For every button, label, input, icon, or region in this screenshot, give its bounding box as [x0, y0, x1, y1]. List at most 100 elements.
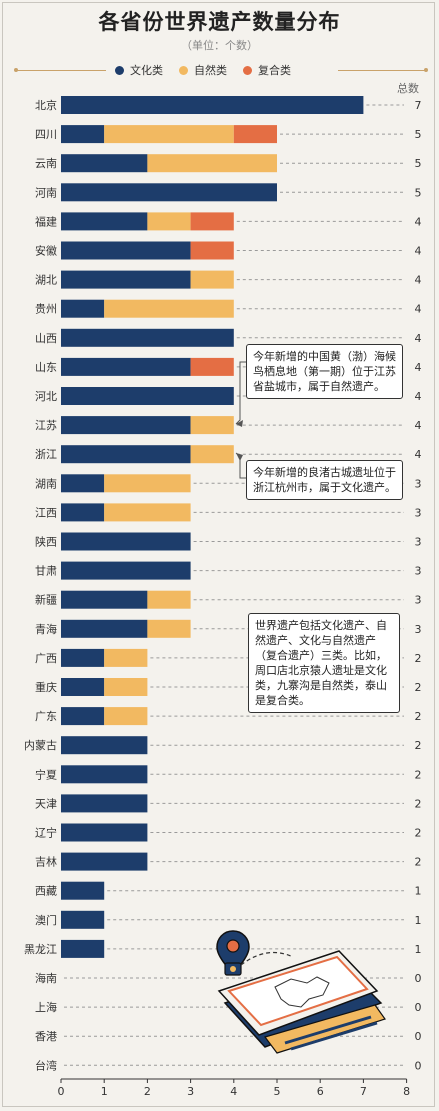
bar-cultural-henan — [61, 183, 277, 202]
bar-mixed-fujian — [190, 212, 234, 231]
bar-natural-xinjiang — [147, 590, 191, 609]
x-tick-label-2: 2 — [144, 1085, 151, 1098]
chart-title: 各省份世界遗产数量分布 — [98, 10, 341, 34]
bar-cultural-hebei — [61, 387, 234, 405]
legend-swatch-mixed — [243, 65, 252, 75]
category-label-yunnan: 云南 — [35, 157, 57, 170]
category-label-neimenggu: 内蒙古 — [24, 738, 57, 752]
category-label-chongqing: 重庆 — [35, 680, 57, 694]
connector-arrow-yellow-sea — [236, 420, 243, 427]
bar-cultural-jilin — [61, 852, 148, 871]
chart-subtitle: （单位：个数） — [181, 39, 258, 52]
total-value-zhejiang: 4 — [415, 448, 422, 461]
bar-mixed-sichuan — [233, 125, 277, 144]
bar-cultural-jiangxi — [61, 503, 105, 522]
category-label-xinjiang: 新疆 — [35, 593, 57, 607]
bar-cultural-shaanxi — [61, 532, 191, 551]
total-value-beijing: 7 — [415, 99, 422, 112]
total-value-hainan: 0 — [415, 972, 422, 985]
total-value-qinghai: 3 — [415, 623, 422, 636]
legend-rule-dot-right — [424, 68, 428, 72]
x-tick-label-5: 5 — [274, 1085, 281, 1098]
x-tick-label-3: 3 — [187, 1085, 194, 1098]
x-tick-label-7: 7 — [360, 1085, 367, 1098]
bar-cultural-sichuan — [61, 125, 105, 144]
bar-natural-guangdong — [104, 707, 148, 726]
bar-cultural-hubei — [61, 270, 191, 289]
total-value-ningxia: 2 — [415, 768, 422, 781]
category-label-guangdong: 广东 — [35, 710, 57, 723]
category-label-zhejiang: 浙江 — [35, 448, 57, 461]
total-value-hebei: 4 — [415, 390, 422, 403]
bar-cultural-fujian — [61, 212, 148, 231]
total-column-label: 总数 — [397, 82, 419, 95]
bar-natural-zhejiang — [190, 445, 234, 464]
total-value-gansu: 3 — [415, 565, 422, 578]
legend-label-mixed: 复合类 — [258, 64, 291, 77]
category-label-tianjin: 天津 — [35, 797, 57, 810]
bar-natural-yunnan — [147, 154, 277, 173]
bar-natural-jiangsu — [190, 416, 234, 435]
legend-rule-left — [16, 70, 106, 71]
bar-cultural-gansu — [61, 561, 191, 580]
category-label-guizhou: 贵州 — [35, 303, 57, 316]
legend-item-cultural: 文化类 — [115, 62, 163, 78]
legend-row: 文化类 自然类 复合类 — [0, 60, 439, 82]
bar-cultural-shanxi — [61, 328, 234, 347]
category-label-jiangsu: 江苏 — [35, 419, 57, 432]
x-tick-label-6: 6 — [317, 1085, 324, 1098]
total-value-jiangsu: 4 — [415, 419, 422, 432]
total-value-hubei: 4 — [415, 274, 422, 287]
bar-cultural-jiangsu — [61, 416, 191, 435]
bar-cultural-neimenggu — [61, 736, 148, 755]
bar-natural-jiangxi — [104, 503, 191, 522]
total-value-anhui: 4 — [415, 245, 422, 258]
connector-yellow-sea — [235, 361, 246, 425]
category-label-sichuan: 四川 — [35, 128, 57, 141]
category-label-jiangxi: 江西 — [35, 506, 57, 519]
bar-cultural-hunan — [61, 474, 105, 493]
category-label-hebei: 河北 — [35, 390, 57, 403]
category-label-shaanxi: 陕西 — [35, 535, 57, 549]
category-label-heilongjiang: 黑龙江 — [24, 943, 57, 956]
legend-item-natural: 自然类 — [179, 62, 227, 78]
bar-cultural-liaoning — [61, 823, 148, 842]
total-value-chongqing: 2 — [415, 681, 422, 694]
total-value-hongkong: 0 — [415, 1030, 422, 1043]
bar-cultural-tianjin — [61, 794, 148, 813]
legend-swatch-natural — [179, 65, 188, 75]
map-card-icon — [217, 950, 386, 1054]
legend-item-mixed: 复合类 — [243, 62, 291, 78]
total-value-guizhou: 4 — [415, 303, 422, 316]
bar-natural-hubei — [190, 270, 234, 289]
category-label-fujian: 福建 — [35, 214, 57, 228]
category-label-shanghai: 上海 — [35, 1000, 57, 1014]
total-value-fujian: 4 — [415, 215, 422, 228]
bar-natural-chongqing — [104, 678, 148, 696]
category-label-hubei: 湖北 — [35, 274, 57, 287]
x-tick-label-1: 1 — [101, 1085, 108, 1098]
callout-definition: 世界遗产包括文化遗产、自然遗产、文化与自然遗产（复合遗产）三类。比如，周口店北京… — [248, 613, 400, 713]
category-label-hongkong: 香港 — [35, 1030, 57, 1043]
total-value-jilin: 2 — [415, 856, 422, 869]
bar-cultural-anhui — [61, 241, 191, 260]
bar-cultural-heilongjiang — [61, 939, 105, 958]
category-label-henan: 河南 — [35, 186, 57, 199]
category-label-macao: 澳门 — [35, 913, 57, 927]
bar-cultural-xizang — [61, 881, 105, 900]
total-value-henan: 5 — [415, 186, 422, 199]
total-value-neimenggu: 2 — [415, 739, 422, 752]
category-label-taiwan: 台湾 — [35, 1058, 57, 1072]
total-value-jiangxi: 3 — [415, 506, 422, 519]
bar-cultural-yunnan — [61, 154, 148, 173]
x-tick-label-4: 4 — [230, 1085, 237, 1098]
callout-yellow-sea: 今年新增的中国黄（渤）海候鸟栖息地（第一期）位于江苏省盐城市，属于自然遗产。 — [246, 344, 403, 399]
bar-natural-qinghai — [147, 619, 191, 638]
category-label-gansu: 甘肃 — [35, 565, 57, 578]
legend-label-natural: 自然类 — [194, 64, 227, 77]
bar-natural-sichuan — [104, 125, 234, 144]
category-label-hunan: 湖南 — [35, 477, 57, 490]
total-value-liaoning: 2 — [415, 827, 422, 840]
